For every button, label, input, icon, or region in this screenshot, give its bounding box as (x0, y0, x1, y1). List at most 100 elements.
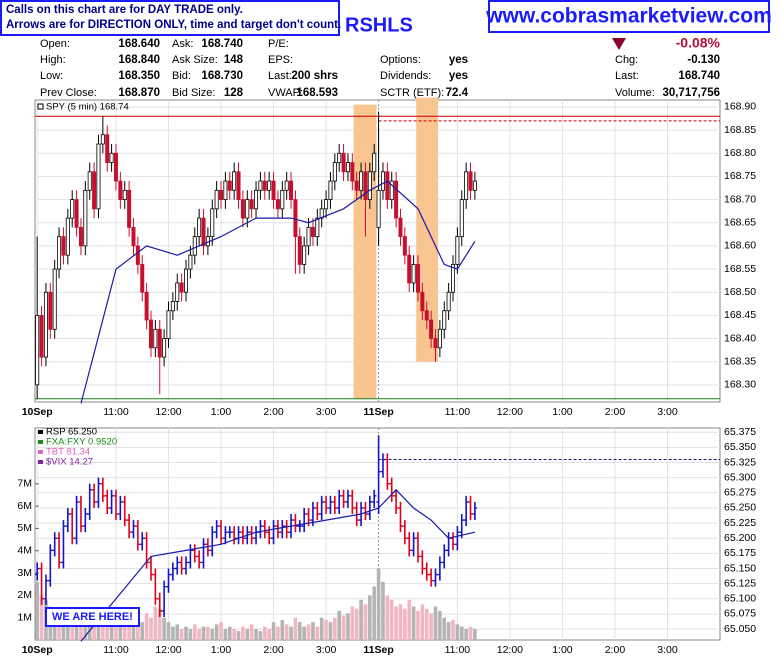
stat-value: 168.840 (118, 54, 160, 66)
stat-value: 168.740 (201, 38, 243, 50)
volume-bar (354, 608, 359, 640)
volume-bar (429, 613, 433, 640)
y-tick-label: 168.50 (724, 286, 756, 298)
stat-label: Prev Close: (40, 87, 97, 99)
candle-body (310, 226, 315, 238)
volume-bar (236, 631, 241, 640)
candle-body (359, 171, 364, 191)
candle-body (442, 310, 447, 330)
volume-bar (442, 617, 447, 640)
candle-body (372, 152, 377, 173)
volume-bar (468, 626, 473, 640)
candle-body (78, 226, 83, 247)
stat-value: 30,717,756 (662, 87, 720, 99)
candle-body (113, 152, 118, 182)
annotation: WE ARE HERE! (45, 607, 140, 627)
stat-label: VWAP: (268, 87, 303, 99)
x-tick-label: 3:00 (316, 644, 337, 656)
x-tick-label: 12:00 (497, 644, 523, 656)
candle-body (157, 328, 162, 358)
x-tick-label: 1:00 (552, 406, 573, 418)
volume-bar (306, 624, 311, 640)
stat-value: 168.350 (118, 70, 160, 82)
volume-bar (219, 622, 223, 640)
stat-label: Ask Size: (172, 54, 218, 66)
y-tick-label: 168.45 (724, 309, 756, 321)
volume-bar (214, 624, 219, 640)
candle-body (210, 208, 215, 238)
candle-body (284, 180, 289, 191)
volume-bar (324, 619, 328, 640)
candle-body (122, 189, 127, 200)
volume-bar (118, 626, 123, 640)
volume-bar (381, 581, 385, 640)
website: www.cobrasmarketview.com (485, 5, 772, 28)
y-tick-label: 168.90 (724, 101, 756, 113)
y-tick-label: 65.300 (724, 471, 756, 483)
candle-body (127, 189, 132, 228)
volume-bar (184, 626, 188, 640)
volume-bar (197, 628, 201, 640)
stat-value: 128 (224, 87, 244, 99)
stat-value: -0.130 (687, 54, 720, 66)
x-tick-label: 10Sep (22, 406, 53, 418)
candle-body (376, 189, 381, 228)
candle-body (389, 180, 394, 200)
x-tick-label: 2:00 (605, 406, 626, 418)
x-tick-label: 1:00 (211, 644, 232, 656)
candle-body (289, 180, 294, 200)
y-tick-label: 65.325 (724, 456, 756, 468)
candle-body (345, 162, 350, 173)
candle-body (446, 291, 451, 312)
candle-body (170, 301, 175, 312)
candle-body (464, 171, 469, 200)
candle-body (468, 171, 473, 191)
volume-bar (201, 626, 206, 640)
y-tick-label: 168.70 (724, 193, 756, 205)
stat-value: 168.740 (678, 70, 720, 82)
highlight (353, 104, 377, 399)
x-tick-label: 12:00 (497, 406, 523, 418)
candle-body (83, 189, 88, 247)
candle-body (411, 264, 416, 284)
volume-bar (210, 628, 215, 640)
stat-label: EPS: (268, 54, 293, 66)
legend: $VIX 14.27 (46, 457, 93, 468)
candle-body (35, 314, 40, 386)
y-tick-label: 168.30 (724, 379, 756, 391)
legend-swatch (38, 440, 43, 444)
candle-body (459, 199, 464, 238)
stat-label: Volume: (615, 87, 655, 99)
volume-bar (258, 631, 263, 640)
plot-area (34, 99, 721, 403)
volume-bar (276, 626, 280, 640)
volume-bar (289, 626, 293, 640)
volume-bar (416, 610, 420, 640)
volume-bar (311, 622, 315, 640)
volume-bar (319, 617, 324, 640)
volume-bar (398, 604, 403, 640)
volume-bar (140, 622, 145, 640)
volume-bar (35, 581, 39, 640)
volume-bar (438, 610, 442, 640)
candle-body (297, 236, 302, 265)
candle-body (188, 254, 193, 270)
stat-value: 168.593 (296, 87, 338, 99)
volume-bar (372, 586, 377, 640)
candle-body (267, 180, 272, 191)
volume-bar (333, 617, 337, 640)
y-tick-label: 65.350 (724, 441, 756, 453)
candle-body (271, 180, 276, 200)
volume-bar (144, 613, 149, 640)
candle-body (201, 217, 206, 247)
legend: RSP 65.250 (46, 427, 97, 438)
y-tick-label: 65.150 (724, 562, 756, 574)
candle-body (455, 236, 460, 265)
candle-body (380, 171, 385, 191)
x-tick-label: 11:00 (445, 644, 471, 656)
volume-bar (455, 624, 460, 640)
candle-body (394, 180, 399, 219)
candle-body (302, 245, 307, 265)
volume-bar (298, 622, 302, 640)
stat-label: Chg: (615, 54, 638, 66)
